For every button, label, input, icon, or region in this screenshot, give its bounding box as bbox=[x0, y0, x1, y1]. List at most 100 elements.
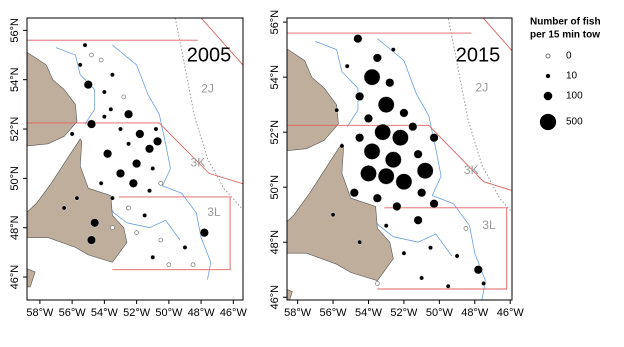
y-tick-label: 46°N bbox=[269, 285, 281, 310]
catch-bubble bbox=[390, 47, 396, 53]
catch-bubble bbox=[363, 143, 381, 160]
map-layer: 2J 3K 3L 2005 bbox=[27, 18, 243, 300]
catch-bubble bbox=[408, 122, 418, 132]
catch-bubble bbox=[445, 283, 451, 289]
x-tick-label: 54°W bbox=[355, 307, 383, 319]
x-tick-label: 56°W bbox=[59, 307, 87, 319]
legend-bubble bbox=[543, 91, 553, 101]
zone-label: 3L bbox=[482, 218, 496, 232]
zone-label: 2J bbox=[201, 82, 214, 96]
x-tick-label: 52°W bbox=[123, 307, 151, 319]
zone-boundary bbox=[287, 124, 512, 192]
depth-contour bbox=[112, 44, 212, 280]
catch-bubble bbox=[339, 143, 345, 149]
x-tick-label: 54°W bbox=[91, 307, 119, 319]
year-label: 2005 bbox=[187, 44, 232, 66]
catch-bubble bbox=[360, 165, 377, 182]
catch-bubble bbox=[353, 34, 363, 44]
y-tick-label: 46°N bbox=[9, 265, 21, 290]
catch-bubble bbox=[377, 96, 395, 113]
zone-label: 3L bbox=[207, 205, 221, 219]
catch-bubble bbox=[77, 62, 83, 68]
catch-bubble bbox=[153, 136, 163, 146]
legend-label: 500 bbox=[566, 117, 583, 128]
catch-bubble bbox=[383, 223, 389, 229]
zone-label: 3K bbox=[464, 163, 479, 177]
catch-bubble bbox=[349, 188, 359, 198]
legend-bubble bbox=[545, 53, 551, 59]
catch-bubble bbox=[132, 159, 142, 169]
legend-label: 0 bbox=[566, 51, 572, 62]
legend-bubble bbox=[545, 73, 551, 79]
catch-bubble bbox=[385, 78, 395, 88]
catch-bubble bbox=[126, 205, 131, 211]
x-tick-label: 46°W bbox=[220, 307, 248, 319]
y-tick-label: 50°N bbox=[9, 166, 21, 191]
catch-bubble bbox=[118, 126, 123, 132]
x-tick-label: 56°W bbox=[320, 307, 348, 319]
land bbox=[27, 268, 36, 288]
catch-bubble bbox=[98, 180, 104, 186]
land bbox=[287, 142, 394, 282]
catch-bubble bbox=[429, 199, 439, 209]
catch-bubble bbox=[182, 245, 188, 250]
catch-bubble bbox=[115, 168, 125, 178]
catch-bubble bbox=[153, 126, 159, 132]
catch-bubble bbox=[330, 212, 336, 218]
y-tick-label: 48°N bbox=[9, 215, 21, 240]
catch-bubble bbox=[158, 180, 164, 186]
catch-bubble bbox=[98, 57, 104, 63]
catch-bubble bbox=[392, 201, 402, 211]
catch-bubble bbox=[413, 149, 423, 159]
catch-bubble bbox=[372, 193, 382, 203]
catch-bubble bbox=[89, 52, 94, 58]
y-tick-label: 56°N bbox=[269, 10, 281, 35]
x-tick-label: 58°W bbox=[26, 307, 54, 319]
catch-bubble bbox=[90, 218, 100, 228]
catch-bubble bbox=[128, 178, 138, 188]
catch-bubble bbox=[124, 109, 134, 119]
catch-bubble bbox=[399, 108, 409, 118]
eez-line bbox=[447, 18, 512, 213]
catch-bubble bbox=[101, 89, 107, 95]
map-frame bbox=[26, 17, 244, 301]
zone-label: 2J bbox=[476, 80, 489, 94]
catch-bubble bbox=[401, 250, 407, 256]
zone-label: 3K bbox=[191, 156, 206, 170]
catch-bubble bbox=[416, 162, 434, 180]
land bbox=[27, 138, 128, 263]
zone-boundary bbox=[200, 18, 243, 66]
x-tick-label: 52°W bbox=[390, 307, 418, 319]
catch-bubble bbox=[454, 253, 460, 259]
catch-bubble bbox=[363, 113, 373, 123]
catch-bubble bbox=[384, 151, 402, 169]
map-frame bbox=[286, 17, 513, 301]
zone-boundary bbox=[112, 196, 231, 271]
catch-bubble bbox=[86, 235, 96, 245]
land bbox=[287, 289, 293, 300]
catch-bubble bbox=[473, 265, 483, 275]
catch-bubble bbox=[142, 212, 148, 218]
catch-bubble bbox=[428, 245, 433, 251]
catch-bubble bbox=[108, 106, 114, 112]
catch-bubble bbox=[61, 205, 67, 211]
catch-bubble bbox=[463, 226, 469, 231]
catch-bubble bbox=[199, 228, 209, 238]
catch-bubble bbox=[74, 195, 80, 201]
y-tick-label: 52°N bbox=[9, 117, 21, 142]
catch-bubble bbox=[110, 195, 115, 201]
catch-bubble bbox=[145, 144, 155, 154]
catch-bubble bbox=[419, 275, 425, 281]
catch-bubble bbox=[363, 68, 381, 86]
catch-bubble bbox=[83, 80, 93, 90]
catch-bubble bbox=[357, 239, 363, 245]
zone-boundary bbox=[377, 207, 508, 290]
catch-bubble bbox=[417, 188, 427, 198]
catch-bubble bbox=[334, 107, 339, 113]
catch-bubble bbox=[166, 262, 172, 268]
legend-title: per 15 min tow bbox=[530, 30, 600, 41]
catch-bubble bbox=[103, 149, 113, 159]
catch-bubble bbox=[158, 237, 164, 243]
year-label: 2015 bbox=[456, 44, 501, 66]
catch-bubble bbox=[134, 230, 139, 235]
